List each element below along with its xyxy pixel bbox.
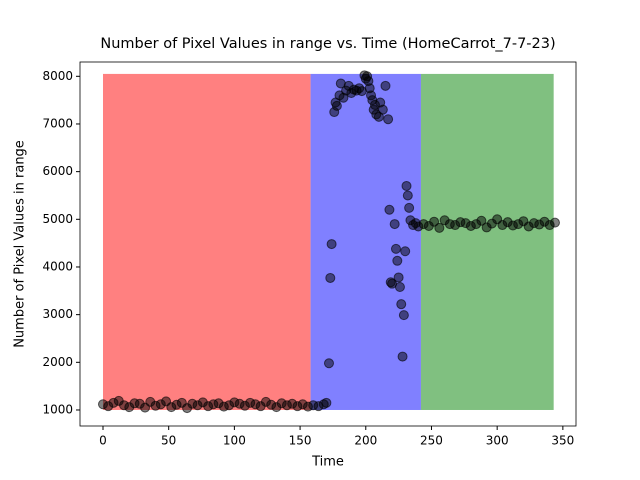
- x-tick-label: 150: [289, 434, 312, 448]
- data-point: [398, 310, 409, 321]
- x-tick-label: 300: [486, 434, 509, 448]
- data-point: [331, 100, 342, 111]
- y-axis-label: Number of Pixel Values in range: [13, 140, 28, 348]
- x-tick-label: 50: [161, 434, 176, 448]
- data-point: [321, 397, 332, 408]
- y-tick-label: 3000: [42, 307, 73, 321]
- time-band: [102, 73, 311, 410]
- data-point: [396, 299, 407, 310]
- data-point: [326, 239, 337, 250]
- x-axis-label: Time: [311, 455, 344, 470]
- data-point: [476, 215, 487, 226]
- data-point: [392, 255, 403, 266]
- data-point: [400, 246, 411, 257]
- data-point: [383, 114, 394, 125]
- x-tick-label: 350: [551, 434, 574, 448]
- data-point: [323, 358, 334, 369]
- y-tick-label: 2000: [42, 355, 73, 369]
- data-point: [377, 104, 388, 115]
- y-tick-label: 4000: [42, 259, 73, 273]
- plot-frame: [79, 61, 577, 427]
- data-point: [549, 217, 560, 228]
- x-tick-label: 0: [99, 434, 107, 448]
- data-point: [402, 190, 413, 201]
- data-point: [397, 351, 408, 362]
- y-tick-label: 1000: [42, 402, 73, 416]
- data-point: [434, 222, 445, 233]
- data-point: [384, 204, 395, 215]
- data-point: [325, 272, 336, 283]
- y-tick-label: 5000: [42, 212, 73, 226]
- data-point: [389, 219, 400, 230]
- y-tick-label: 8000: [42, 69, 73, 83]
- data-point: [390, 243, 401, 254]
- data-point: [380, 80, 391, 91]
- data-point: [404, 202, 415, 213]
- y-tick-label: 7000: [42, 116, 73, 130]
- x-tick-label: 100: [223, 434, 246, 448]
- y-tick-label: 6000: [42, 164, 73, 178]
- data-point: [394, 281, 405, 292]
- x-tick-label: 200: [354, 434, 377, 448]
- data-point: [401, 180, 412, 191]
- x-tick-label: 250: [420, 434, 443, 448]
- data-point: [393, 272, 404, 283]
- time-band: [420, 73, 554, 410]
- chart-title: Number of Pixel Values in range vs. Time…: [100, 36, 555, 52]
